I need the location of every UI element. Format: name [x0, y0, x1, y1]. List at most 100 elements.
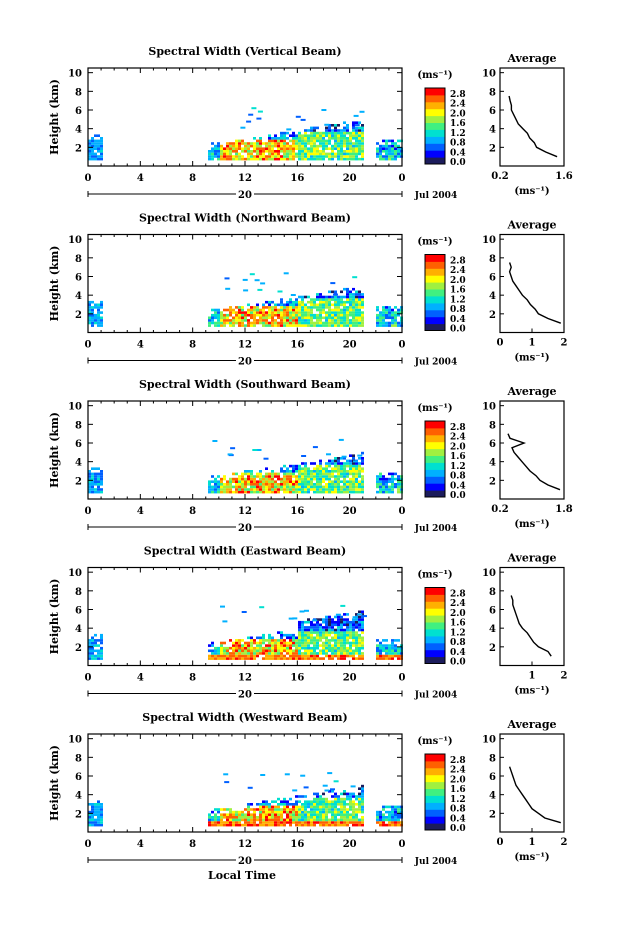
heatmap-cell	[358, 313, 361, 317]
heatmap-cell	[313, 147, 316, 150]
heatmap-cell	[289, 644, 292, 647]
heatmap-cell	[235, 319, 238, 322]
heatmap-cell	[385, 485, 388, 489]
heatmap-cell	[325, 644, 328, 647]
heatmap-cell	[259, 813, 262, 816]
heatmap-cell	[223, 483, 226, 486]
heatmap-cell	[355, 810, 358, 814]
heatmap-cell	[247, 319, 250, 322]
heatmap-cell	[271, 480, 274, 483]
heatmap-cell	[298, 639, 301, 642]
y-tick-label: 6	[75, 606, 82, 617]
heatmap-cell	[397, 483, 400, 486]
heatmap-cell	[226, 490, 229, 494]
heatmap-cell	[352, 155, 355, 158]
heatmap-cell	[283, 319, 286, 322]
heatmap-cell	[217, 475, 220, 478]
heatmap-cell	[307, 805, 310, 809]
colorbar-tick-label: 1.2	[450, 795, 466, 805]
heatmap-cell	[307, 628, 310, 632]
heatmap-cells	[88, 604, 403, 660]
heatmap-cell	[358, 137, 361, 140]
heatmap-cell	[301, 821, 304, 824]
heatmap-cell	[397, 144, 400, 148]
heatmap-cell	[91, 649, 94, 653]
heatmap-cell	[235, 639, 238, 642]
heatmap-cell	[256, 636, 259, 640]
x-tick-label: 16	[290, 340, 304, 351]
heatmap-cell	[325, 134, 328, 137]
heatmap-cell	[94, 306, 97, 309]
heatmap-cell	[274, 313, 277, 317]
heatmap-cell	[248, 113, 254, 116]
heatmap-cell	[304, 483, 307, 486]
heatmap-cell	[355, 618, 358, 621]
heatmap-cell	[340, 295, 343, 299]
heatmap-cell	[244, 316, 247, 320]
heatmap-cell	[340, 644, 343, 647]
heatmap-cell	[268, 321, 271, 325]
heatmap-cell	[247, 157, 250, 161]
heatmap-cell	[208, 485, 211, 489]
heatmap-cell	[295, 646, 298, 650]
heatmap-cell	[304, 155, 307, 158]
heatmap-cell	[346, 639, 349, 642]
heatmap-cell	[334, 818, 337, 822]
heatmap-cell	[325, 477, 328, 481]
heatmap-cell	[241, 810, 244, 814]
avg-title: Average	[506, 52, 556, 65]
colorbar-swatch	[425, 781, 445, 789]
heatmap-cell	[397, 485, 400, 489]
heatmap-cell	[397, 311, 400, 314]
heatmap-cell	[274, 649, 277, 653]
heatmap-cell	[319, 818, 322, 822]
heatmap-cell	[358, 787, 361, 790]
heatmap-cell	[394, 152, 397, 156]
heatmap-cell	[379, 810, 382, 814]
heatmap-cell	[331, 308, 334, 312]
heatmap-cell	[214, 483, 217, 486]
heatmap-cell	[352, 649, 355, 653]
heatmap-cell	[340, 800, 343, 803]
heatmap-cell	[319, 306, 322, 309]
heatmap-cell	[247, 646, 250, 650]
heatmap-cell	[337, 472, 340, 476]
heatmap-cell	[358, 654, 361, 658]
avg-frame	[499, 233, 565, 334]
heatmap-cell	[298, 800, 301, 803]
heatmap-cell	[325, 800, 328, 803]
heatmap-cell	[337, 316, 340, 320]
heatmap-cell	[325, 805, 328, 809]
heatmap-cell	[334, 795, 337, 798]
heatmap-cell	[319, 470, 322, 473]
heatmap-cell	[391, 308, 394, 312]
avg-y-tick-label: 4	[489, 791, 496, 802]
avg-x-axis-label: (ms⁻¹)	[514, 186, 549, 197]
heatmap-cell	[358, 633, 361, 637]
heatmap-cell	[310, 657, 313, 660]
y-tick-label: 8	[75, 420, 82, 431]
heatmap-cell	[289, 300, 292, 304]
heatmap-cell	[379, 316, 382, 320]
heatmap-cell	[247, 483, 250, 486]
heatmap-cell	[334, 649, 337, 653]
heatmap-cell	[355, 823, 358, 827]
heatmap-cell	[265, 816, 268, 819]
heatmap-cell	[253, 311, 256, 314]
heatmap-cell	[301, 803, 304, 806]
colorbar-swatch	[425, 767, 445, 776]
heatmap-cell	[97, 306, 100, 309]
heatmap-cell	[352, 485, 355, 489]
heatmap-cell	[268, 147, 271, 150]
heatmap-cell	[100, 139, 103, 143]
heatmap-cell	[298, 155, 301, 158]
colorbar-tick-label: 0.0	[450, 491, 466, 501]
heatmap-cell	[280, 646, 283, 650]
heatmap-cell	[298, 144, 301, 148]
heatmap-cell	[358, 618, 361, 621]
heatmap-cell	[388, 490, 391, 494]
heatmap-cell	[256, 311, 259, 314]
heatmap-cell	[321, 109, 327, 111]
heatmap-cell	[259, 147, 262, 150]
heatmap-cell	[298, 137, 301, 140]
